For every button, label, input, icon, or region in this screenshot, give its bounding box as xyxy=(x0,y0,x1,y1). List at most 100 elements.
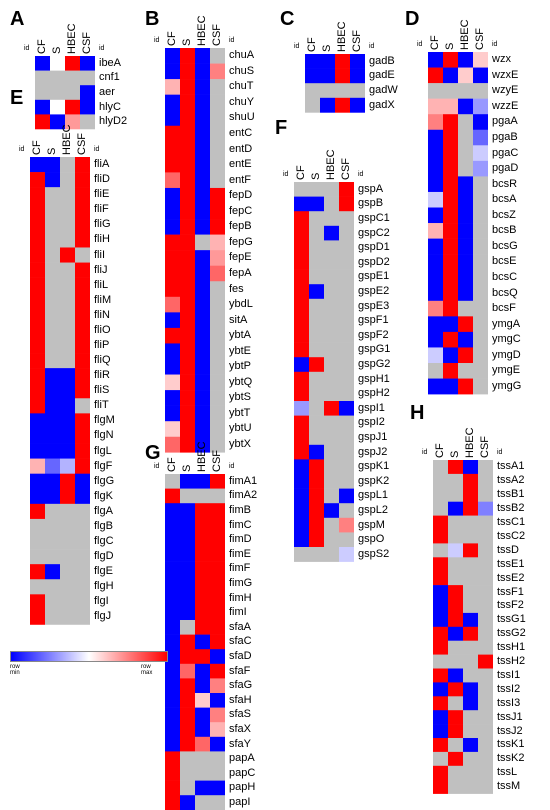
heatmap-cell xyxy=(195,751,210,767)
column-label: S xyxy=(310,172,322,180)
heatmap-cell xyxy=(210,219,225,235)
heatmap-cell xyxy=(45,518,60,535)
row-label: gspE3 xyxy=(358,299,390,312)
heatmap-cell xyxy=(30,157,45,173)
heatmap-cell xyxy=(478,557,493,572)
heatmap-cell xyxy=(45,579,60,595)
heatmap-cell xyxy=(433,473,448,489)
heatmap-cell xyxy=(30,277,45,294)
heatmap-cell xyxy=(324,488,339,504)
heatmap-cell xyxy=(165,663,180,679)
heatmap-cell xyxy=(324,430,339,446)
heatmap-cell xyxy=(195,678,210,694)
row-label: ybtP xyxy=(229,360,252,373)
heatmap-cell xyxy=(210,296,225,313)
heatmap-cell xyxy=(448,460,463,475)
heatmap-cell xyxy=(433,460,448,475)
heatmap-cell xyxy=(305,68,320,84)
column-label: S xyxy=(321,44,333,52)
heatmap-cell xyxy=(210,503,225,519)
heatmap-cell xyxy=(210,436,225,453)
heatmap-cell xyxy=(75,187,90,203)
column-label: S xyxy=(181,38,193,46)
row-label: sfaH xyxy=(229,693,252,706)
id-label-header: id xyxy=(99,45,105,52)
row-label: tssF2 xyxy=(497,599,524,612)
row-label: tssA2 xyxy=(497,474,525,487)
heatmap-cell xyxy=(45,353,60,369)
heatmap-cell xyxy=(60,202,75,218)
heatmap-cell xyxy=(195,312,210,329)
heatmap-cell xyxy=(195,488,210,504)
heatmap-cell xyxy=(339,357,354,373)
heatmap-cell xyxy=(45,157,60,173)
row-label: fliP xyxy=(94,339,110,351)
heatmap-cell xyxy=(478,487,493,502)
heatmap-cell xyxy=(195,436,210,453)
heatmap-cell xyxy=(45,488,60,505)
row-label: papI xyxy=(229,796,251,808)
heatmap-cell xyxy=(75,217,90,233)
row-label: gadB xyxy=(369,54,395,67)
heatmap-cell xyxy=(473,363,488,379)
row-label: fepB xyxy=(229,220,252,233)
row-label: flgD xyxy=(94,550,114,563)
heatmap-cell xyxy=(45,458,60,474)
heatmap-cell xyxy=(195,532,210,548)
heatmap-cell xyxy=(433,571,448,586)
heatmap-cell xyxy=(60,247,75,263)
heatmap-cell xyxy=(60,277,75,294)
heatmap-cell xyxy=(210,590,225,606)
id-column-header: id xyxy=(154,463,160,470)
row-label: fimG xyxy=(229,577,253,589)
id-column-header: id xyxy=(417,41,423,48)
heatmap-cell xyxy=(294,474,309,489)
row-label: flgF xyxy=(94,459,113,472)
heatmap-matrix xyxy=(30,157,90,625)
row-label: papA xyxy=(229,752,255,765)
row-label: sfaD xyxy=(229,650,252,662)
row-label: sfaC xyxy=(229,635,252,648)
heatmap-cell xyxy=(458,98,473,115)
column-label: CF xyxy=(166,31,178,46)
heatmap-cell xyxy=(473,67,488,84)
heatmap-cell xyxy=(180,219,195,235)
heatmap-cell xyxy=(428,145,443,162)
heatmap-cell xyxy=(180,234,195,251)
row-label: entF xyxy=(229,173,252,186)
heatmap-cell xyxy=(350,54,365,69)
row-label: fliA xyxy=(94,158,110,171)
heatmap-cell xyxy=(339,474,354,489)
heatmap-cell xyxy=(309,182,324,197)
row-label: sfaX xyxy=(229,723,252,735)
column-label: HBEC xyxy=(196,441,208,472)
heatmap-cell xyxy=(473,269,488,286)
row-label: tssI2 xyxy=(497,682,521,695)
row-label: ymgA xyxy=(492,317,521,330)
heatmap-cell xyxy=(180,390,195,406)
heatmap-cell xyxy=(463,654,478,669)
column-label: CF xyxy=(295,165,307,180)
heatmap-cell xyxy=(165,780,180,796)
heatmap-cell xyxy=(75,353,90,369)
heatmap-cell xyxy=(478,738,493,753)
heatmap-cell xyxy=(210,265,225,282)
heatmap-cell xyxy=(180,265,195,282)
heatmap-cell xyxy=(210,187,225,204)
column-label: CF xyxy=(306,37,318,52)
row-label: sitA xyxy=(229,313,248,326)
heatmap-cell xyxy=(30,353,45,369)
heatmap-cell xyxy=(448,710,463,725)
row-label: bcsE xyxy=(492,255,517,268)
row-label: tssJ2 xyxy=(497,724,523,737)
heatmap-cell xyxy=(339,313,354,329)
heatmap-cell xyxy=(463,724,478,739)
heatmap-cell xyxy=(339,371,354,387)
heatmap-cell xyxy=(433,557,448,572)
heatmap-cell xyxy=(195,795,210,810)
row-label: bcsF xyxy=(492,302,516,315)
id-column-header: id xyxy=(19,146,25,153)
heatmap-cell xyxy=(339,255,354,270)
heatmap-cell xyxy=(320,97,335,113)
heatmap-cell xyxy=(165,203,180,220)
